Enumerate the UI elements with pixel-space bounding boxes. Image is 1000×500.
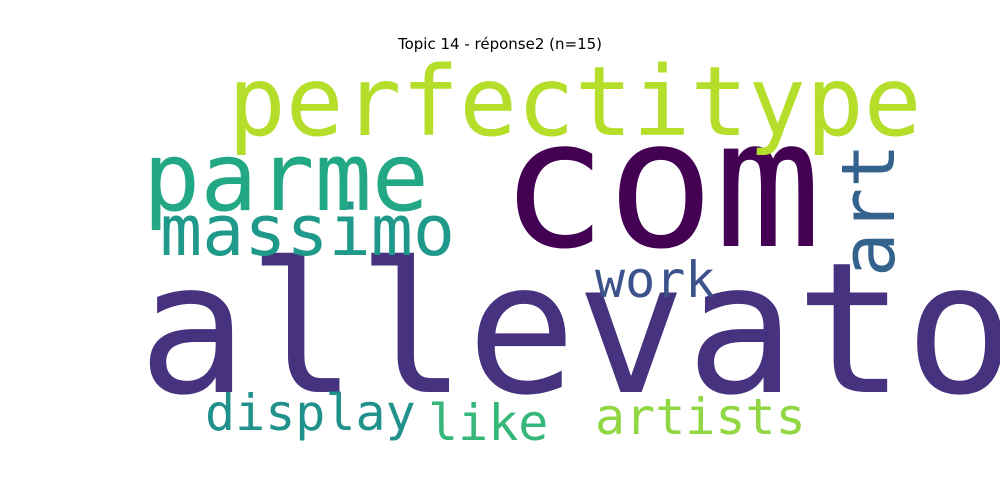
- word-perfectitype: perfectitype: [228, 46, 922, 158]
- word-massimo: massimo: [160, 190, 456, 272]
- word-allevato: allevato: [138, 223, 1000, 435]
- word-parme: parme: [143, 123, 429, 233]
- figure-title: Topic 14 - réponse2 (n=15): [397, 35, 603, 53]
- word-artists: artists: [595, 388, 806, 446]
- word-art: art: [826, 143, 912, 277]
- word-work: work: [595, 251, 716, 309]
- word-com: com: [500, 81, 822, 288]
- word-display: display: [205, 384, 416, 442]
- word-like: like: [428, 394, 549, 452]
